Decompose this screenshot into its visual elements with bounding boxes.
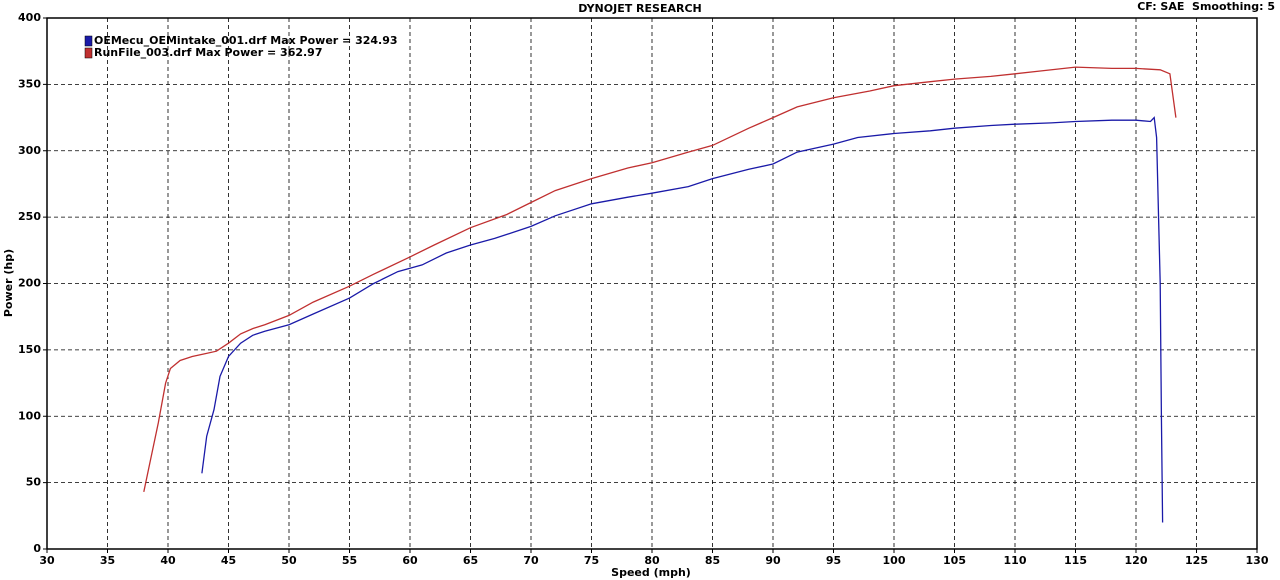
y-tick-label: 250 — [18, 210, 41, 223]
series-line — [201, 116, 1164, 523]
x-tick-label: 105 — [943, 554, 966, 567]
x-tick-label: 90 — [765, 554, 781, 567]
x-tick-label: 60 — [402, 554, 418, 567]
x-tick-label: 85 — [705, 554, 720, 567]
x-tick-label: 115 — [1064, 554, 1087, 567]
x-tick-label: 30 — [39, 554, 55, 567]
y-tick-label: 150 — [18, 343, 41, 356]
y-tick-label: 350 — [18, 77, 41, 90]
x-tick-label: 50 — [281, 554, 297, 567]
x-tick-label: 65 — [463, 554, 478, 567]
y-tick-label: 50 — [26, 476, 42, 489]
x-tick-label: 125 — [1185, 554, 1208, 567]
y-tick-label: 300 — [18, 144, 41, 157]
chart-title: DYNOJET RESEARCH — [578, 2, 701, 15]
x-tick-label: 130 — [1246, 554, 1269, 567]
legend-swatch — [84, 47, 93, 59]
x-tick-label: 80 — [644, 554, 660, 567]
x-tick-label: 110 — [1004, 554, 1027, 567]
x-tick-label: 45 — [221, 554, 236, 567]
y-tick-label: 0 — [33, 542, 41, 555]
x-tick-label: 100 — [883, 554, 906, 567]
plot-border — [46, 17, 1258, 550]
x-tick-label: 35 — [100, 554, 115, 567]
x-tick-label: 70 — [523, 554, 539, 567]
legend-label: OEMecu_OEMintake_001.drf Max Power = 324… — [94, 34, 398, 47]
y-axis-label: Power (hp) — [2, 249, 15, 317]
legend-swatch — [84, 35, 93, 47]
x-axis-label: Speed (mph) — [611, 566, 691, 579]
annotation: CF: SAE Smoothing: 5 — [1137, 0, 1275, 13]
series-line — [143, 66, 1177, 493]
legend-label: RunFile_003.drf Max Power = 362.97 — [94, 46, 323, 59]
x-tick-label: 55 — [342, 554, 357, 567]
y-tick-label: 400 — [18, 11, 41, 24]
x-tick-label: 95 — [826, 554, 841, 567]
x-tick-label: 75 — [584, 554, 599, 567]
y-tick-label: 100 — [18, 409, 41, 422]
x-tick-label: 120 — [1125, 554, 1148, 567]
x-tick-label: 40 — [160, 554, 176, 567]
y-tick-label: 200 — [18, 277, 41, 290]
